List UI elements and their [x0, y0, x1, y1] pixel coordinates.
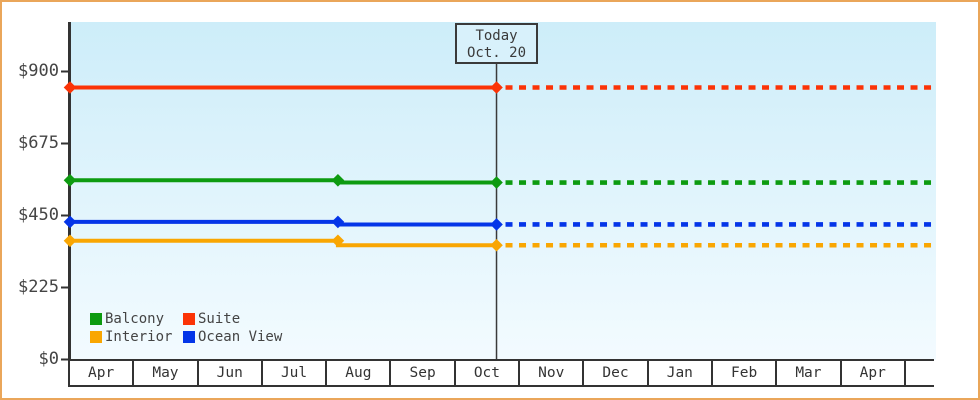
x-axis-month-jan-9: Jan: [646, 361, 711, 385]
x-axis-partial-cell: [903, 361, 932, 385]
data-point-diamond-icon: [63, 81, 77, 94]
legend-item-suite: Suite: [183, 311, 282, 327]
y-tick-label: $0: [38, 348, 59, 369]
y-tick-label: $225: [18, 276, 59, 297]
legend-swatch-icon: [183, 331, 195, 343]
legend-item-interior: Interior: [90, 329, 183, 345]
today-marker-box: Today Oct. 20: [455, 23, 539, 64]
legend-item-ocean-view: Ocean View: [183, 329, 283, 345]
legend: Balcony Suite Interior Ocean View: [90, 311, 283, 345]
x-axis: Apr May Jun Jul Aug Sep Oct Nov Dec Jan Feb Mar Apr: [68, 359, 934, 387]
data-point-diamond-icon: [63, 215, 77, 229]
data-point-diamond-icon: [63, 174, 77, 187]
data-point-diamond-icon: [331, 215, 345, 229]
plot-area-background: [69, 22, 936, 360]
y-tick-label: $900: [18, 60, 59, 81]
legend-label: Interior: [105, 329, 173, 345]
data-point-diamond-icon: [331, 174, 345, 187]
x-axis-month-jul-3: Jul: [260, 361, 325, 385]
legend-label: Balcony: [105, 311, 165, 327]
x-axis-month-apr-0: Apr: [68, 361, 132, 385]
x-axis-month-feb-10: Feb: [710, 361, 775, 385]
x-axis-month-oct-6: Oct: [453, 361, 518, 385]
x-axis-month-mar-11: Mar: [775, 361, 839, 385]
today-label: Today: [475, 28, 518, 44]
legend-item-balcony: Balcony: [90, 311, 183, 327]
x-axis-month-dec-8: Dec: [582, 361, 646, 385]
data-point-diamond-icon: [490, 81, 503, 94]
y-tick-label: $450: [18, 204, 59, 225]
data-point-diamond-icon: [63, 234, 77, 248]
legend-swatch-icon: [183, 313, 195, 325]
x-axis-month-nov-7: Nov: [518, 361, 582, 385]
x-axis-month-jun-2: Jun: [196, 361, 261, 385]
y-tick-label: $675: [18, 132, 59, 153]
x-axis-month-may-1: May: [132, 361, 196, 385]
today-date: Oct. 20: [467, 45, 527, 61]
data-point-diamond-icon: [490, 218, 503, 231]
x-axis-month-sep-5: Sep: [389, 361, 453, 385]
x-axis-month-aug-4: Aug: [325, 361, 389, 385]
legend-swatch-icon: [90, 313, 102, 325]
x-axis-month-apr-12: Apr: [839, 361, 904, 385]
legend-label: Ocean View: [198, 329, 283, 345]
data-point-diamond-icon: [490, 238, 503, 252]
legend-swatch-icon: [90, 331, 102, 343]
data-point-diamond-icon: [490, 176, 503, 189]
legend-label: Suite: [198, 311, 241, 327]
data-point-diamond-icon: [331, 234, 345, 248]
